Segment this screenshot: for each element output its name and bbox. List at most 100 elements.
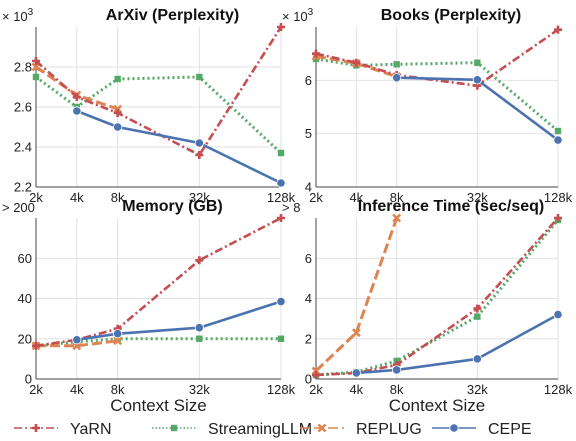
marker-yarn-1 — [72, 93, 81, 101]
axis-multiplier: > 200 — [2, 200, 35, 215]
marker-cepe-1 — [351, 368, 361, 378]
legend-item-cepe: CEPE — [432, 421, 532, 438]
legend-label: REPLUG — [356, 421, 422, 438]
x-tick-label: 128k — [544, 190, 573, 205]
marker-streamingllm-3 — [474, 59, 481, 66]
chart-panels: 2.22.42.62.82k 4k 8k 32k 128k× 103 ArXiv (Per… — [2, 7, 573, 415]
series-line-replug — [314, 217, 399, 372]
x-tick-label: 32k — [467, 190, 488, 205]
marker-cepe-3 — [194, 138, 204, 148]
x-tick-label: 8k — [390, 382, 404, 397]
marker-cepe-4 — [553, 309, 563, 320]
marker-yarn-2 — [113, 109, 122, 117]
marker-replug-1 — [351, 328, 361, 338]
series-line-streamingllm — [315, 219, 560, 377]
x-tick-label: 4k — [70, 382, 84, 397]
marker-cepe-3 — [194, 323, 204, 333]
y-tick-label: 4 — [305, 291, 312, 306]
y-tick-label: 2.8 — [14, 60, 32, 75]
marker-streamingllm-4 — [277, 149, 285, 157]
legend-item-replug: REPLUG — [300, 421, 422, 438]
marker-yarn-3 — [473, 304, 482, 313]
marker-streamingllm-2 — [114, 75, 121, 83]
chart-legend: YaRN StreamingLLM REPLUG CEPE — [14, 421, 532, 438]
x-tick-label: 4k — [349, 382, 363, 397]
marker-yarn-0 — [312, 49, 320, 58]
marker-cepe-3 — [472, 354, 482, 364]
marker-cepe-1 — [72, 335, 82, 345]
x-axis-label: Context Size — [389, 396, 485, 415]
marker-cepe-4 — [276, 178, 286, 188]
marker-streamingllm-4 — [554, 127, 562, 135]
marker-replug-2 — [392, 213, 402, 223]
axis-multiplier-exp: 3 — [28, 7, 34, 18]
panel-title: ArXiv (Perplexity) — [106, 7, 239, 24]
panel-3: 0 20 40 60 2k 4k 8k 32k 128k > 200 Memory (GB) Cont… — [2, 198, 296, 415]
panel-title: Books (Perplexity) — [381, 7, 521, 24]
x-tick-label: 128k — [544, 382, 573, 397]
marker-yarn-3 — [195, 151, 204, 159]
y-tick-label: 40 — [18, 291, 32, 306]
x-tick-label: 32k — [189, 382, 210, 397]
y-tick-label: 2.2 — [14, 180, 32, 195]
axis-multiplier: > 8 — [282, 200, 300, 215]
marker-replug-2 — [113, 336, 123, 346]
marker-streamingllm-3 — [196, 335, 203, 342]
marker-yarn-1 — [352, 58, 361, 67]
plot-area — [316, 27, 558, 187]
panel-title: Inference Time (sec/seq) — [358, 198, 544, 215]
legend-label: CEPE — [488, 421, 532, 438]
x-tick-label: 8k — [390, 190, 404, 205]
marker-yarn-0 — [32, 57, 40, 65]
legend-item-streamingllm: StreamingLLM — [152, 421, 312, 438]
y-tick-label: 4 — [305, 180, 312, 195]
x-tick-label: 4k — [349, 190, 363, 205]
legend-label: YaRN — [70, 421, 112, 438]
marker-legend-cepe-0 — [449, 423, 459, 433]
marker-cepe-3 — [472, 75, 482, 85]
series-yarn — [32, 23, 285, 159]
series-line-cepe — [76, 300, 282, 342]
x-tick-label: 2k — [309, 190, 323, 205]
marker-cepe-2 — [392, 73, 402, 83]
y-tick-label: 0 — [25, 372, 32, 387]
marker-streamingllm-4 — [277, 335, 285, 342]
series-cepe — [72, 106, 286, 188]
marker-cepe-4 — [276, 296, 286, 307]
marker-cepe-2 — [392, 365, 402, 375]
marker-yarn-4 — [277, 23, 285, 31]
legend-label: StreamingLLM — [208, 421, 312, 438]
y-tick-label: 2.6 — [14, 100, 32, 115]
marker-cepe-1 — [72, 106, 82, 116]
marker-yarn-4 — [554, 25, 562, 34]
series-line-cepe — [76, 109, 282, 185]
x-tick-label: 8k — [111, 190, 125, 205]
x-tick-label: 2k — [29, 190, 43, 205]
y-tick-label: 5 — [305, 126, 312, 141]
x-tick-label: 4k — [70, 190, 84, 205]
marker-yarn-4 — [277, 214, 285, 222]
series-cepe — [351, 309, 563, 378]
panel-1: 2.2 2.4 2.6 2.8 2k 4k 8k 32k 128k × 103 ArXiv (Per… — [2, 7, 296, 205]
series-line-cepe — [356, 313, 559, 375]
x-tick-label: 128k — [267, 190, 296, 205]
marker-streamingllm-0 — [312, 55, 320, 63]
y-tick-label: 2 — [305, 331, 312, 346]
panel-4: 0 2 4 6 2k 4k 8k 32k 128k > 8 Inference Time (sec/… — [282, 198, 573, 415]
marker-cepe-4 — [553, 135, 563, 145]
marker-yarn-0 — [32, 341, 40, 350]
marker-yarn-0 — [312, 370, 320, 379]
x-tick-label: 2k — [29, 382, 43, 397]
axis-multiplier: × 103 — [2, 7, 34, 24]
marker-streamingllm-0 — [32, 73, 40, 81]
x-axis-label: Context Size — [110, 396, 206, 415]
marker-cepe-2 — [113, 122, 123, 132]
x-tick-label: 32k — [189, 190, 210, 205]
series-cepe — [392, 73, 563, 145]
marker-streamingllm-3 — [474, 313, 481, 320]
x-tick-label: 128k — [267, 382, 296, 397]
y-tick-label: 6 — [305, 251, 312, 266]
x-tick-label: 2k — [309, 382, 323, 397]
marker-legend-streamingllm-0 — [170, 424, 178, 432]
